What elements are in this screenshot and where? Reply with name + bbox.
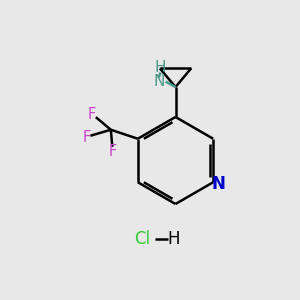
Text: F: F xyxy=(83,130,91,145)
Text: F: F xyxy=(108,144,116,159)
Text: F: F xyxy=(88,106,96,122)
Text: H: H xyxy=(168,230,180,247)
Text: Cl: Cl xyxy=(134,230,151,247)
Text: N: N xyxy=(153,74,164,88)
Text: N: N xyxy=(212,175,226,193)
Text: H: H xyxy=(155,60,166,75)
